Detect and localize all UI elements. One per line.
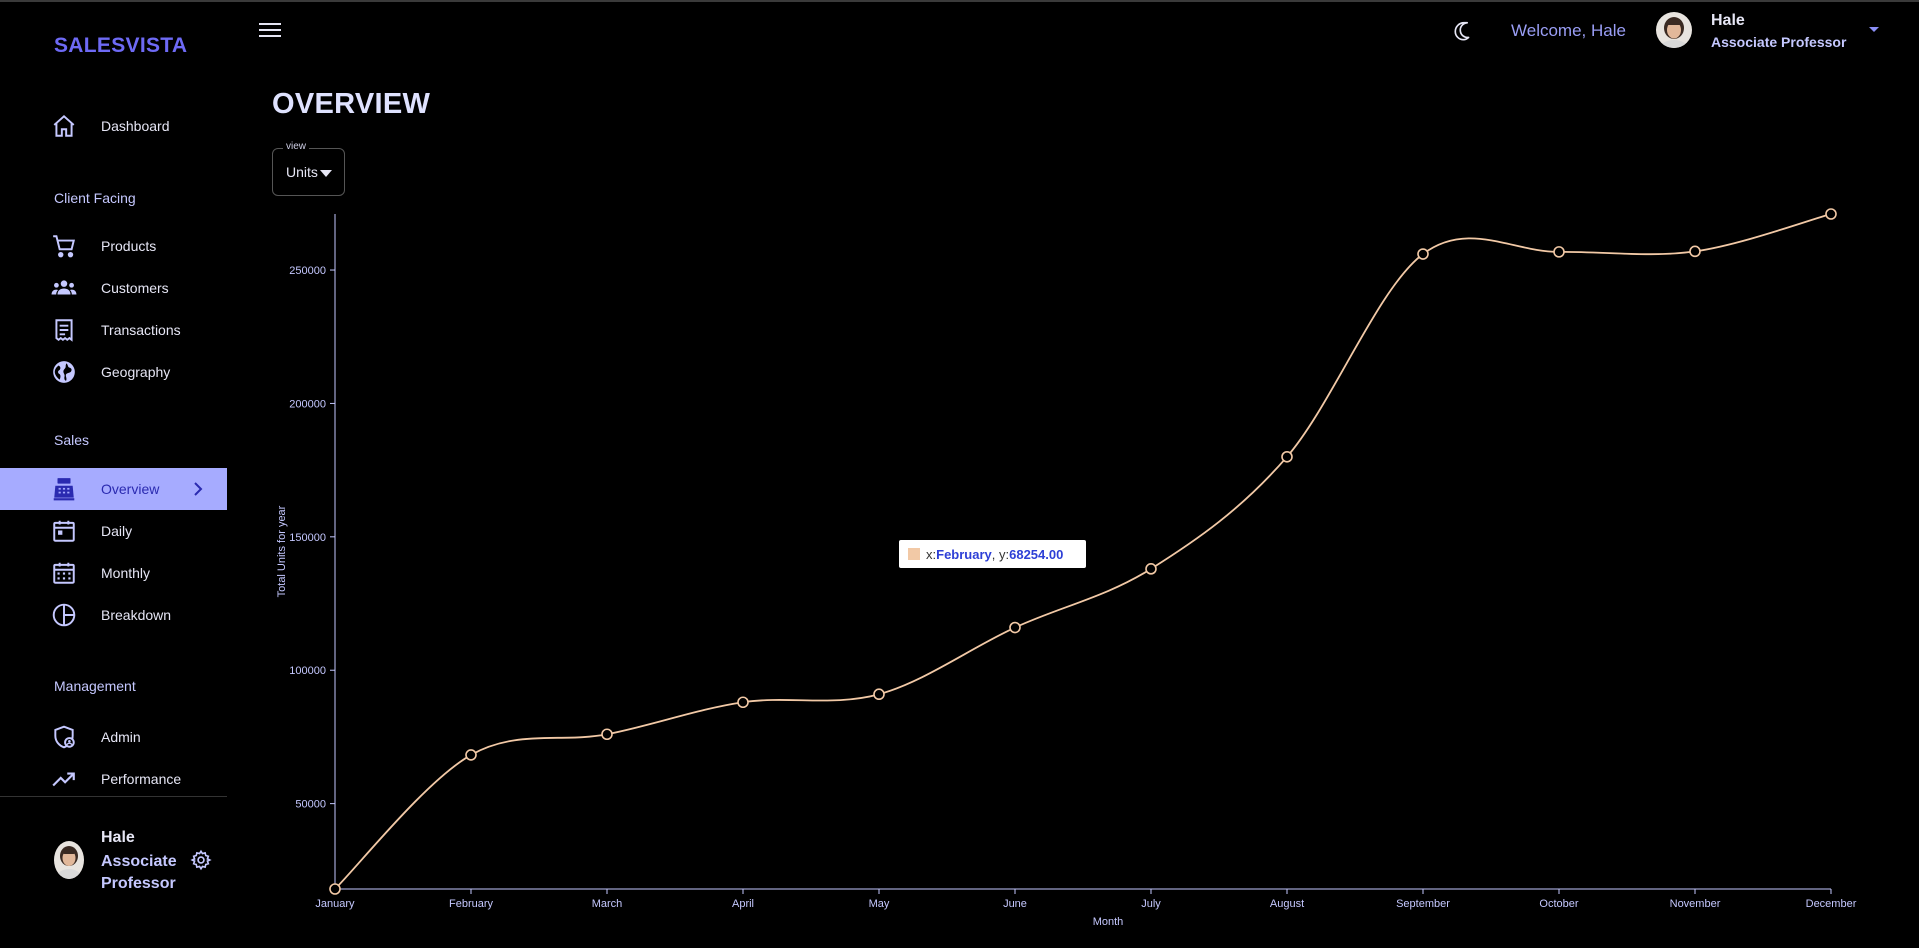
sidebar-item-label: Geography bbox=[101, 364, 171, 380]
x-tick-label: April bbox=[732, 898, 754, 910]
data-point-march[interactable] bbox=[601, 728, 613, 741]
sidebar-item-label: Transactions bbox=[101, 322, 181, 338]
data-point-december[interactable] bbox=[1825, 208, 1837, 220]
x-tick-label: October bbox=[1539, 898, 1578, 910]
hamburger-menu-icon[interactable] bbox=[258, 20, 282, 40]
data-point-may[interactable] bbox=[873, 688, 885, 701]
x-tick-label: January bbox=[315, 898, 355, 910]
data-point-august[interactable] bbox=[1281, 450, 1293, 463]
data-point-november[interactable] bbox=[1689, 245, 1701, 258]
admin-shield-icon bbox=[50, 723, 78, 751]
y-tick-label: 50000 bbox=[295, 799, 326, 811]
sidebar-item-label: Dashboard bbox=[101, 118, 170, 134]
dark-mode-moon-icon[interactable] bbox=[1453, 20, 1475, 42]
sidebar-item-customers[interactable]: Customers bbox=[0, 267, 227, 309]
data-point-february[interactable] bbox=[465, 749, 477, 761]
calendar-today-icon bbox=[50, 517, 78, 545]
tooltip-x-value: February bbox=[936, 546, 992, 562]
header-user-name[interactable]: Hale bbox=[1711, 12, 1745, 29]
sidebar-item-overview[interactable]: Overview bbox=[0, 468, 227, 510]
data-point-september[interactable] bbox=[1417, 248, 1429, 260]
sidebar-item-performance[interactable]: Performance bbox=[0, 758, 227, 800]
sidebar-user-role: Associate Professor bbox=[101, 853, 177, 892]
x-tick-label: June bbox=[1003, 898, 1027, 910]
data-point-january[interactable] bbox=[329, 883, 341, 895]
cart-icon bbox=[50, 232, 78, 260]
dropdown-caret-icon bbox=[320, 170, 332, 177]
section-client-facing: Client Facing bbox=[54, 190, 136, 206]
pie-chart-icon bbox=[50, 601, 78, 629]
y-tick-label: 150000 bbox=[289, 532, 326, 544]
tooltip-x-prefix: x: bbox=[926, 546, 937, 562]
data-point-july[interactable] bbox=[1145, 563, 1157, 575]
sidebar-item-label: Breakdown bbox=[101, 607, 172, 623]
brand-logo[interactable]: SALESVISTA bbox=[54, 34, 188, 57]
y-tick-label: 100000 bbox=[289, 665, 326, 677]
sidebar-item-breakdown[interactable]: Breakdown bbox=[0, 594, 227, 636]
sidebar-item-label: Admin bbox=[101, 729, 141, 745]
sidebar-item-label: Performance bbox=[101, 771, 182, 787]
globe-icon bbox=[50, 358, 78, 386]
user-menu-caret-icon[interactable] bbox=[1868, 26, 1880, 34]
section-sales: Sales bbox=[54, 432, 90, 448]
avatar[interactable] bbox=[54, 841, 84, 879]
sidebar-item-transactions[interactable]: Transactions bbox=[0, 309, 227, 351]
y-tick-label: 250000 bbox=[289, 265, 326, 277]
x-tick-label: March bbox=[592, 898, 623, 910]
section-management: Management bbox=[54, 678, 136, 694]
y-tick-label: 200000 bbox=[289, 398, 326, 410]
data-point-april[interactable] bbox=[737, 696, 749, 709]
sidebar-item-label: Monthly bbox=[101, 565, 151, 581]
header-user-role[interactable]: Associate Professor bbox=[1711, 34, 1847, 50]
window-top-border bbox=[0, 0, 1919, 2]
sidebar-item-monthly[interactable]: Monthly bbox=[0, 552, 227, 594]
sidebar-item-label: Daily bbox=[101, 523, 133, 539]
x-tick-label: July bbox=[1141, 898, 1161, 910]
sidebar-item-dashboard[interactable]: Dashboard bbox=[0, 105, 227, 147]
tooltip-series-swatch bbox=[908, 548, 920, 560]
y-axis-title: Total Units for year bbox=[276, 505, 288, 597]
x-tick-label: August bbox=[1270, 898, 1304, 910]
sidebar-item-daily[interactable]: Daily bbox=[0, 510, 227, 552]
sidebar: SALESVISTA Dashboard Client Facing Produ… bbox=[0, 2, 227, 948]
home-icon bbox=[50, 112, 78, 140]
x-tick-label: November bbox=[1670, 898, 1721, 910]
x-axis-title: Month bbox=[1093, 916, 1124, 928]
chart-tooltip: x: February, y: 68254.00 bbox=[899, 540, 1086, 568]
view-select-value: Units bbox=[286, 164, 318, 180]
x-tick-label: December bbox=[1806, 898, 1857, 910]
trending-up-icon bbox=[50, 765, 78, 793]
gear-icon[interactable] bbox=[190, 849, 212, 871]
sidebar-item-admin[interactable]: Admin bbox=[0, 716, 227, 758]
tooltip-y-value: 68254.00 bbox=[1009, 546, 1064, 562]
sidebar-item-label: Customers bbox=[101, 280, 169, 296]
view-select-legend: view bbox=[283, 141, 310, 152]
avatar[interactable] bbox=[1656, 12, 1692, 48]
welcome-text: Welcome, Hale bbox=[1511, 21, 1626, 40]
sidebar-user-name: Hale bbox=[101, 829, 135, 846]
page-title: OVERVIEW bbox=[272, 88, 431, 120]
chevron-right-icon bbox=[194, 482, 203, 496]
view-select[interactable]: view Units bbox=[272, 141, 345, 196]
receipt-icon bbox=[50, 316, 78, 344]
data-point-october[interactable] bbox=[1553, 246, 1565, 258]
sidebar-divider bbox=[0, 796, 227, 797]
tooltip-y-prefix: , y: bbox=[991, 546, 1010, 562]
sidebar-item-products[interactable]: Products bbox=[0, 225, 227, 267]
point-of-sale-icon bbox=[50, 475, 78, 503]
sidebar-user-card: Hale Associate Professor bbox=[0, 797, 227, 948]
sidebar-item-label: Products bbox=[101, 238, 157, 254]
x-tick-label: February bbox=[449, 898, 494, 910]
sidebar-item-geography[interactable]: Geography bbox=[0, 351, 227, 393]
sidebar-item-label: Overview bbox=[101, 481, 160, 497]
groups-icon bbox=[50, 274, 78, 302]
x-tick-label: September bbox=[1396, 898, 1450, 910]
data-point-june[interactable] bbox=[1009, 621, 1021, 634]
calendar-month-icon bbox=[50, 559, 78, 587]
x-tick-label: May bbox=[869, 898, 890, 910]
